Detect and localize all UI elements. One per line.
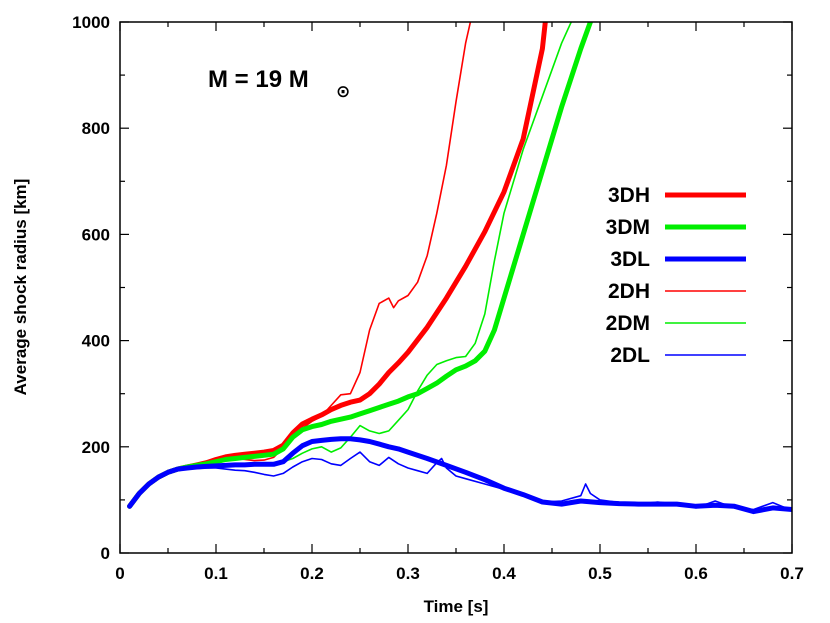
x-tick-label: 0.3	[396, 564, 420, 583]
series-line-3dl	[127, 436, 792, 515]
series-layer	[127, 22, 792, 515]
x-tick-label: 0.1	[204, 564, 228, 583]
sun-symbol: ⊙	[336, 82, 350, 102]
legend: 3DH 3DM 3DL 2DH 2DM 2DL	[606, 184, 746, 367]
y-tick-label: 200	[82, 438, 110, 457]
x-tick-label: 0.4	[492, 564, 516, 583]
mass-annotation: M = 19 M ⊙	[208, 66, 350, 102]
mass-annotation-text: M = 19 M	[208, 66, 309, 93]
legend-label-3dl: 3DL	[610, 248, 650, 271]
x-tick-label: 0.2	[300, 564, 324, 583]
y-tick-label: 800	[82, 119, 110, 138]
x-tick-label: 0.7	[780, 564, 804, 583]
ticks-layer	[119, 21, 793, 554]
legend-label-3dh: 3DH	[608, 184, 650, 207]
legend-label-2dm: 2DM	[606, 312, 650, 335]
y-tick-label: 600	[82, 225, 110, 244]
legend-label-2dl: 2DL	[610, 344, 650, 367]
legend-label-3dm: 3DM	[606, 216, 650, 239]
x-tick-label: 0.5	[588, 564, 612, 583]
legend-label-2dh: 2DH	[608, 280, 650, 303]
y-tick-label: 400	[82, 332, 110, 351]
y-tick-labels: 0 200 400 600 800 1000	[72, 13, 110, 563]
x-tick-labels: 0 0.1 0.2 0.3 0.4 0.5 0.6 0.7	[115, 564, 804, 583]
y-tick-label: 0	[101, 544, 110, 563]
y-tick-label: 1000	[72, 13, 110, 32]
y-axis-label: Average shock radius [km]	[11, 179, 30, 396]
x-tick-label: 0	[115, 564, 124, 583]
x-axis-label: Time [s]	[424, 597, 489, 616]
x-tick-label: 0.6	[684, 564, 708, 583]
